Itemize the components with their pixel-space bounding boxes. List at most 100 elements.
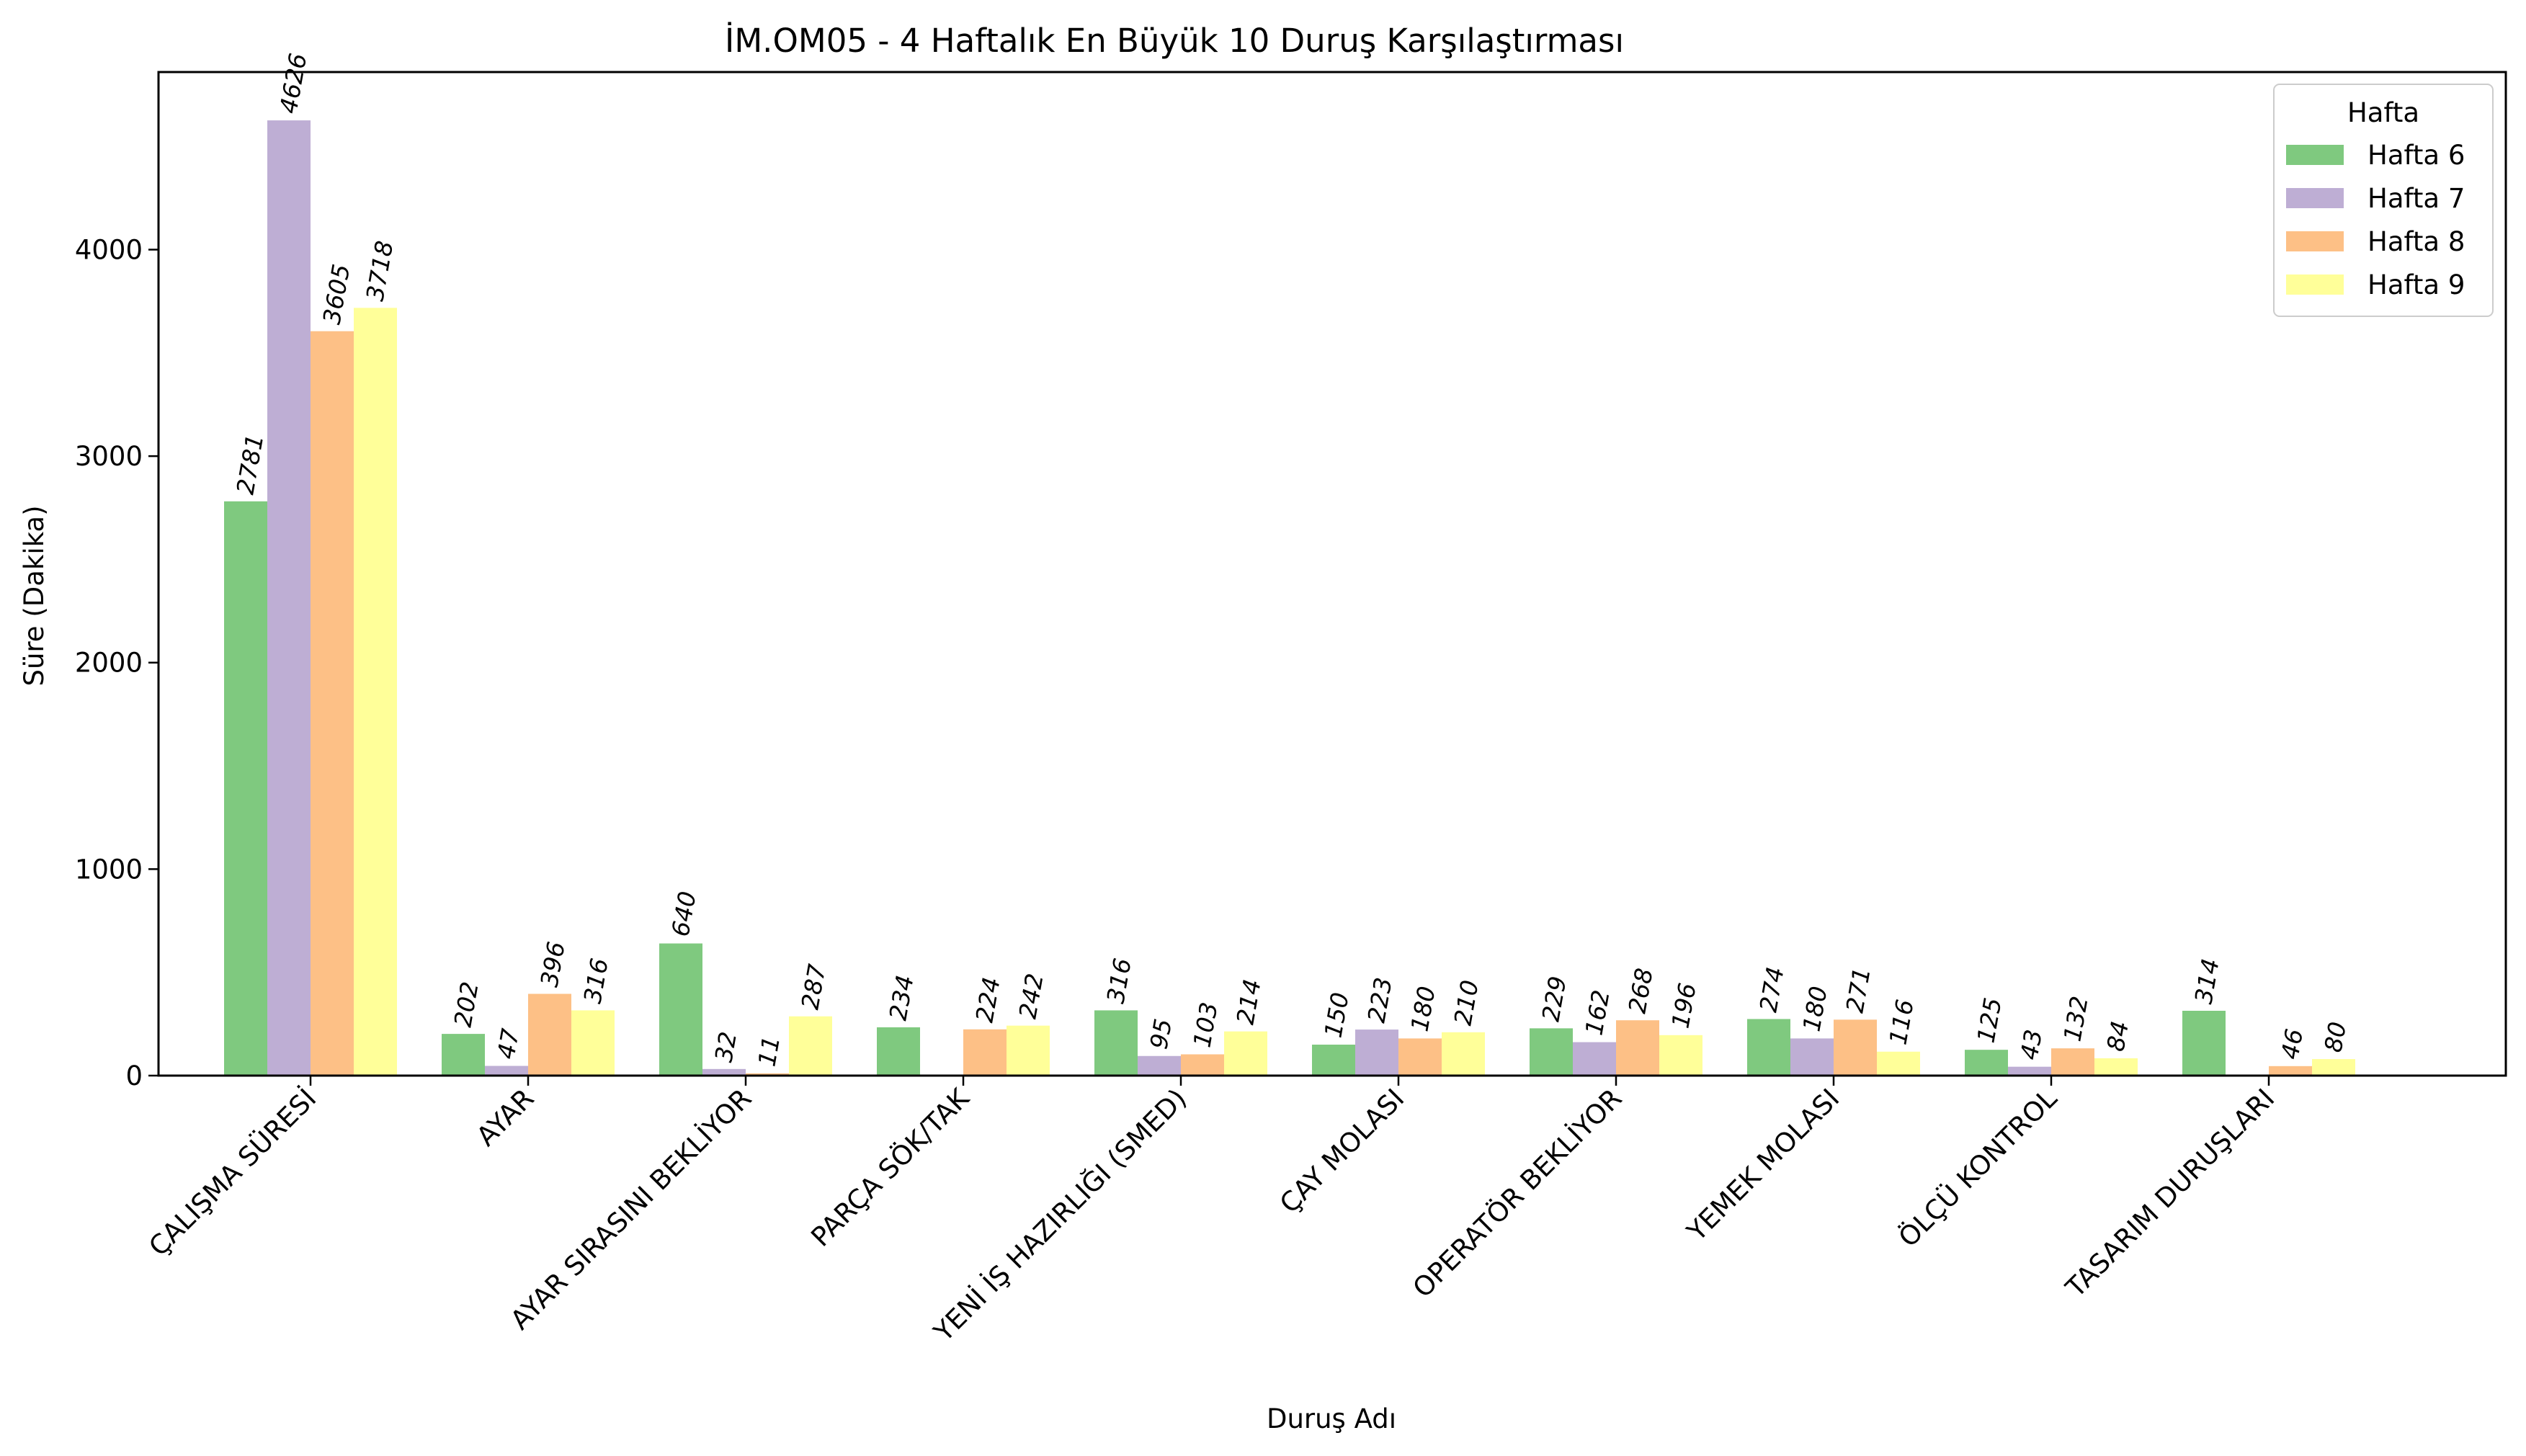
x-tick-label: OPERATÖR BEKLİYOR	[1407, 1083, 1628, 1304]
data-label: 268	[1623, 966, 1658, 1016]
bar-hafta-7	[1138, 1055, 1181, 1076]
bar-hafta-9	[1007, 1025, 1050, 1076]
bar-hafta-6	[659, 943, 702, 1076]
data-label: 234	[883, 973, 919, 1023]
bar-hafta-6	[2182, 1010, 2226, 1076]
data-label: 202	[448, 980, 483, 1030]
y-tick-label: 1000	[75, 854, 143, 885]
y-tick-label: 3000	[75, 441, 143, 472]
data-label: 316	[1101, 956, 1136, 1006]
data-label: 640	[666, 889, 701, 939]
data-label: 103	[1187, 1000, 1223, 1050]
bar-hafta-6	[877, 1027, 920, 1076]
x-tick-label: ÖLÇÜ KONTROL	[1893, 1083, 2063, 1254]
bar-hafta-8	[2269, 1066, 2312, 1076]
bar-hafta-8	[1834, 1019, 1877, 1076]
x-tick-label: TASARIM DURUŞLARI	[2059, 1083, 2280, 1304]
bar-hafta-6	[442, 1034, 485, 1076]
data-label: 271	[1840, 965, 1875, 1015]
data-label: 242	[1013, 971, 1048, 1021]
bar-hafta-9	[1224, 1031, 1267, 1076]
bar-hafta-8	[311, 331, 354, 1076]
legend-swatch	[2286, 231, 2344, 251]
legend-entry: Hafta 6	[2367, 140, 2465, 171]
bar-hafta-9	[354, 308, 397, 1076]
bar-hafta-8	[1181, 1054, 1224, 1076]
legend: Hafta Hafta 6 Hafta 7 Hafta 8 Hafta 9	[2273, 84, 2494, 317]
data-label: 229	[1536, 974, 1571, 1024]
data-label: 84	[2101, 1019, 2134, 1053]
data-label: 32	[709, 1030, 742, 1064]
chart-title: İM.OM05 - 4 Haftalık En Büyük 10 Duruş K…	[725, 22, 1624, 60]
data-label: 210	[1448, 978, 1483, 1027]
bar-hafta-9	[2094, 1058, 2138, 1076]
bar-hafta-7	[702, 1068, 746, 1076]
data-label: 316	[578, 956, 613, 1006]
bar-hafta-6	[1747, 1019, 1790, 1076]
x-tick-label: ÇAY MOLASI	[1274, 1083, 1410, 1219]
data-label: 46	[2275, 1027, 2308, 1061]
legend-entry: Hafta 7	[2367, 183, 2465, 214]
bar-hafta-9	[789, 1016, 832, 1076]
data-label: 47	[491, 1027, 525, 1061]
bar-hafta-6	[1094, 1010, 1138, 1076]
bar-hafta-6	[224, 501, 267, 1076]
x-tick-label: YEMEK MOLASI	[1681, 1083, 1846, 1248]
bar-hafta-9	[1877, 1051, 1920, 1076]
bar-hafta-8	[528, 993, 571, 1076]
bar-hafta-8	[1616, 1020, 1659, 1076]
data-label: 180	[1405, 984, 1440, 1034]
legend-entry: Hafta 9	[2367, 269, 2465, 300]
x-tick-label: ÇALIŞMA SÜRESİ	[143, 1083, 322, 1262]
data-label: 132	[2058, 994, 2093, 1044]
data-label: 11	[752, 1034, 785, 1068]
bar-hafta-6	[1312, 1045, 1355, 1076]
data-label: 3718	[360, 238, 398, 303]
data-label: 95	[1144, 1017, 1177, 1051]
bar-hafta-7	[1573, 1042, 1616, 1076]
data-label: 2781	[231, 432, 269, 496]
x-tick-label: AYAR SIRASINI BEKLİYOR	[504, 1083, 757, 1336]
bar-hafta-6	[1530, 1028, 1573, 1076]
data-label: 43	[2014, 1027, 2048, 1062]
data-label: 287	[795, 962, 831, 1011]
data-label: 116	[1883, 997, 1919, 1047]
y-axis: 0 1000 2000 3000 4000	[75, 234, 159, 1091]
bar-hafta-9	[571, 1010, 615, 1076]
data-label: 3605	[317, 262, 355, 326]
bar-hafta-9	[1442, 1032, 1485, 1076]
legend-entry: Hafta 8	[2367, 226, 2465, 257]
data-label: 223	[1362, 975, 1397, 1025]
legend-swatch	[2286, 188, 2344, 208]
data-label: 80	[2319, 1019, 2352, 1054]
bar-hafta-8	[746, 1073, 789, 1076]
data-label: 224	[970, 975, 1005, 1024]
legend-swatch	[2286, 145, 2344, 165]
data-label: 162	[1579, 988, 1615, 1037]
data-label: 196	[1666, 981, 1701, 1030]
legend-swatch	[2286, 274, 2344, 295]
data-label: 396	[535, 939, 570, 989]
bar-hafta-7	[2008, 1066, 2051, 1076]
x-axis-label: Duruş Adı	[1267, 1403, 1396, 1434]
bar-hafta-7	[267, 120, 311, 1076]
data-label: 150	[1318, 991, 1354, 1040]
y-tick-label: 2000	[75, 648, 143, 679]
plot-frame	[157, 71, 2507, 1077]
bar-hafta-8	[963, 1029, 1007, 1076]
x-tick-label: AYAR	[470, 1083, 540, 1152]
x-tick-label: YENİ İŞ HAZIRLIĞI (SMED)	[927, 1082, 1193, 1348]
bar-hafta-7	[1790, 1038, 1834, 1076]
bars-layer	[224, 120, 2355, 1076]
bar-hafta-8	[1398, 1038, 1442, 1076]
data-label: 274	[1754, 965, 1789, 1014]
bar-hafta-6	[1965, 1050, 2008, 1076]
bar-hafta-7	[485, 1066, 528, 1076]
legend-title: Hafta	[2347, 97, 2419, 128]
y-tick-label: 0	[125, 1060, 143, 1091]
data-label: 4626	[274, 51, 312, 115]
y-axis-label: Süre (Dakika)	[19, 505, 50, 686]
